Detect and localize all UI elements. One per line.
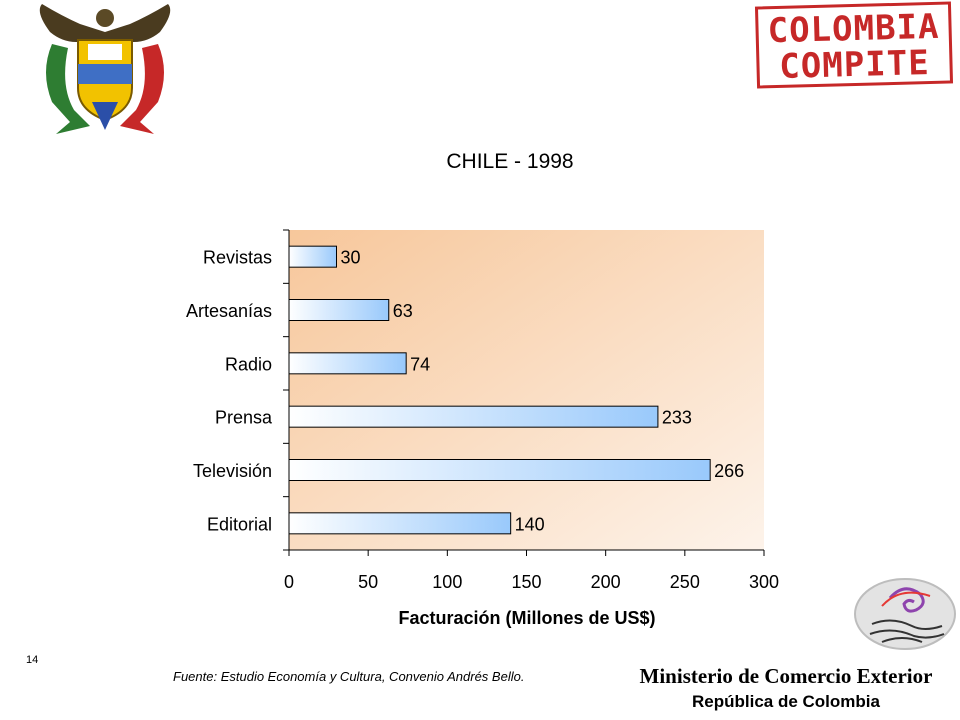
data-label: 30: [341, 248, 361, 268]
x-tick-label: 0: [284, 572, 294, 592]
bar: [288, 405, 659, 428]
data-label: 74: [410, 354, 430, 374]
bar: [288, 299, 390, 321]
chart-title: CHILE - 1998: [446, 150, 574, 173]
hands-logo-icon: [854, 578, 956, 650]
slide-number: 14: [26, 654, 39, 666]
category-label: Televisión: [193, 461, 272, 481]
source-note: Fuente: Estudio Economía y Cultura, Conv…: [173, 669, 525, 684]
coat-of-arms-icon: [39, 4, 171, 134]
category-label: Revistas: [203, 248, 272, 268]
republic-name: República de Colombia: [692, 692, 880, 711]
x-tick-label: 50: [358, 572, 378, 592]
x-axis-label: Facturación (Millones de US$): [398, 608, 655, 628]
ministry-name: Ministerio de Comercio Exterior: [639, 664, 933, 688]
bar: [288, 512, 512, 535]
plot-area: [289, 230, 764, 550]
bar: [288, 459, 711, 481]
bar: [288, 245, 337, 268]
x-tick-label: 300: [749, 572, 779, 592]
x-tick-label: 150: [511, 572, 541, 592]
x-tick-label: 200: [591, 572, 621, 592]
data-label: 266: [714, 461, 744, 481]
category-label: Prensa: [215, 408, 273, 428]
bar: [288, 352, 407, 375]
data-label: 233: [662, 408, 692, 428]
category-label: Radio: [225, 354, 272, 374]
x-tick-label: 100: [432, 572, 462, 592]
category-label: Editorial: [207, 514, 272, 534]
data-label: 140: [515, 514, 545, 534]
x-tick-label: 250: [670, 572, 700, 592]
category-label: Artesanías: [186, 301, 272, 321]
data-label: 63: [393, 301, 413, 321]
